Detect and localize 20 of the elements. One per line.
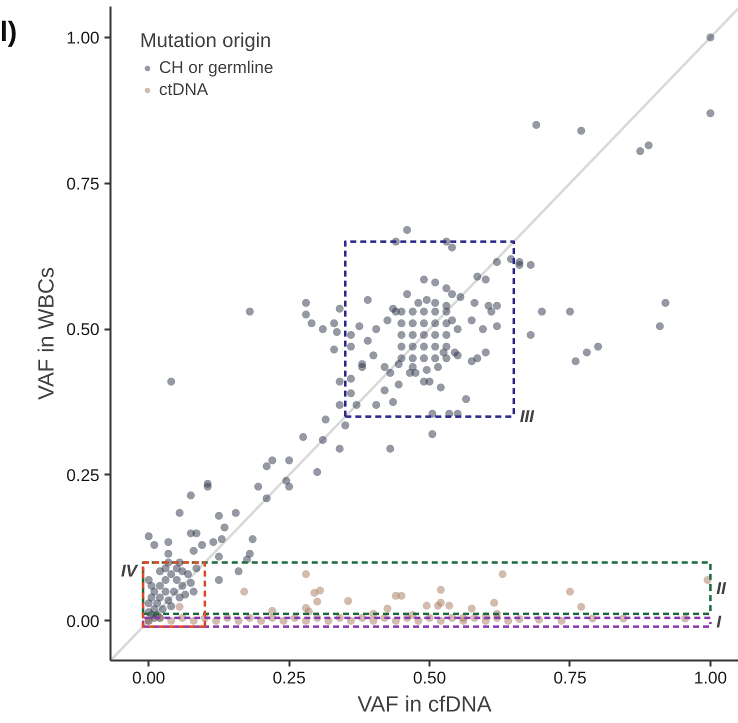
legend-label: CH or germline — [159, 58, 274, 78]
y-tick-label: 0.00 — [66, 612, 100, 631]
text: l) — [0, 16, 18, 47]
series-label: III — [520, 407, 536, 426]
y-tick-label: 0.75 — [66, 174, 100, 194]
series-label: IV — [121, 562, 139, 581]
legend-label: ctDNA — [159, 80, 208, 100]
y-axis-title: VAF in WBCs — [33, 267, 58, 400]
x-tick-label: 0.00 — [132, 668, 166, 688]
x-axis-title: VAF in cfDNA — [357, 692, 492, 716]
series-label: II — [716, 579, 728, 598]
legend-title: Mutation origin — [140, 30, 272, 53]
y-tick-label: 0.25 — [66, 466, 100, 485]
x-tick-label: 1.00 — [694, 668, 727, 688]
y-tick-label: 1.00 — [66, 28, 100, 48]
series-label: I — [716, 612, 722, 632]
x-tick-label: 0.25 — [272, 668, 306, 688]
x-tick-label: 0.50 — [413, 668, 446, 688]
y-tick-label: 0.50 — [66, 320, 100, 340]
x-tick-label: 0.75 — [553, 668, 587, 688]
